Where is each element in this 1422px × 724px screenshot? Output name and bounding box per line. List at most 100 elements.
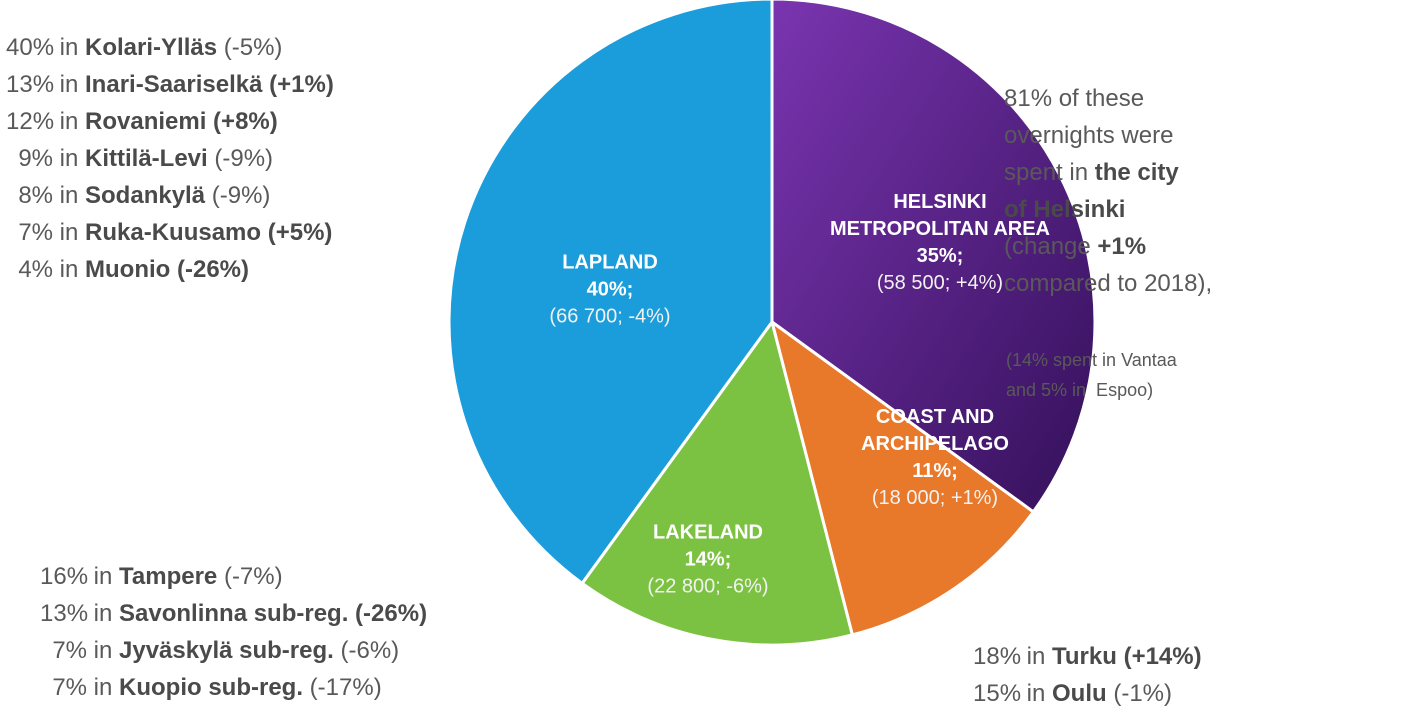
annotation-text: (-7%) bbox=[217, 563, 283, 590]
annotation-text: in bbox=[53, 219, 86, 246]
annotation-text: Sodankylä bbox=[85, 182, 206, 209]
slice-name: COAST AND ARCHIPELAGO bbox=[861, 406, 1009, 455]
annotation-text: in bbox=[53, 182, 86, 209]
annotation-text: Inari-Saariselkä (+1%) bbox=[85, 71, 334, 98]
annotation-text: compared to 2018), bbox=[1004, 270, 1213, 297]
annotation-text: 4% bbox=[18, 256, 53, 283]
annotation-text: Turku (+14%) bbox=[1052, 643, 1202, 670]
slice-name: LAKELAND bbox=[653, 521, 763, 544]
annotation-text: and 5% in Espoo) bbox=[1006, 380, 1154, 400]
annotation-text: 13% bbox=[40, 600, 89, 627]
annotation-text: +1% bbox=[1097, 233, 1147, 260]
annotation: (14% spent in Vantaa and 5% in Espoo) bbox=[1006, 345, 1177, 405]
slice-percent: 14%; bbox=[684, 548, 732, 571]
slice-detail: (58 500; +4%) bbox=[876, 272, 1004, 294]
annotation-text: Ruka-Kuusamo (+5%) bbox=[85, 219, 333, 246]
annotation-line: 4% in Muonio (-26%) bbox=[6, 251, 334, 288]
annotation-text: (-9%) bbox=[207, 145, 274, 172]
slice-label: COAST AND ARCHIPELAGO 11%; (18 000; +1%) bbox=[855, 404, 1015, 512]
annotation-text: in bbox=[1020, 680, 1053, 707]
annotation-text: (-1%) bbox=[1106, 680, 1173, 707]
slice-label: LAPLAND 40%; (66 700; -4%) bbox=[530, 250, 690, 331]
annotation-line: 40% in Kolari-Ylläs (-5%) bbox=[6, 29, 334, 66]
slice-detail: (18 000; +1%) bbox=[871, 487, 999, 509]
annotation-text: in bbox=[53, 108, 86, 135]
slice-label: LAKELAND 14%; (22 800; -6%) bbox=[623, 520, 793, 601]
annotation-line: 8% in Sodankylä (-9%) bbox=[6, 177, 334, 214]
annotation-text: 16% bbox=[40, 563, 89, 590]
annotation-text: in bbox=[87, 563, 120, 590]
annotation-text: (-9%) bbox=[205, 182, 271, 209]
annotation-line: 7% in Kuopio sub-reg. (-17%) bbox=[40, 669, 427, 706]
annotation-text: spent in bbox=[1004, 159, 1095, 186]
annotation-text: (-17%) bbox=[303, 674, 382, 701]
annotation-text: of Helsinki bbox=[1004, 196, 1126, 223]
annotation-text: (-5%) bbox=[217, 34, 283, 61]
annotation-line: and 5% in Espoo) bbox=[1006, 375, 1177, 405]
annotation-text: 9% bbox=[18, 145, 53, 172]
annotation-text: 8% bbox=[18, 182, 53, 209]
annotation-text: in bbox=[87, 674, 120, 701]
annotation-text: Muonio (-26%) bbox=[85, 256, 249, 283]
annotation: 81% of these overnights were spent in the … bbox=[1004, 80, 1212, 302]
slice-percent: 40%; bbox=[586, 278, 634, 301]
pie-slice bbox=[769, 318, 1036, 637]
annotation-line: 15% in Oulu (-1%) bbox=[973, 675, 1202, 712]
annotation-line: 81% of these bbox=[1004, 80, 1212, 117]
annotation-text: Oulu bbox=[1052, 680, 1107, 707]
annotation-line: 12% in Rovaniemi (+8%) bbox=[6, 103, 334, 140]
annotation-text: in bbox=[53, 71, 86, 98]
slice-detail: (66 700; -4%) bbox=[549, 305, 671, 328]
slice-name: HELSINKI METROPOLITAN AREA bbox=[830, 191, 1050, 240]
annotation-text: 40% bbox=[6, 34, 55, 61]
annotation-line: spent in the city bbox=[1004, 154, 1212, 191]
annotation-line: 13% in Savonlinna sub-reg. (-26%) bbox=[40, 595, 427, 632]
slice-detail: (22 800; -6%) bbox=[647, 575, 769, 598]
annotation-text: in bbox=[53, 256, 86, 283]
annotation-line: compared to 2018), bbox=[1004, 265, 1212, 302]
annotation-text: Jyväskylä sub-reg. bbox=[119, 637, 334, 664]
annotation-line: 16% in Tampere (-7%) bbox=[40, 558, 427, 595]
annotation-text: 13% bbox=[6, 71, 55, 98]
pie-slice bbox=[770, 0, 1097, 514]
annotation-text: Kittilä-Levi bbox=[85, 145, 208, 172]
pie-slice bbox=[447, 0, 774, 586]
annotation-line: 13% in Inari-Saariselkä (+1%) bbox=[6, 66, 334, 103]
annotation-text: in bbox=[87, 600, 120, 627]
annotation-text: Savonlinna sub-reg. (-26%) bbox=[119, 600, 428, 627]
annotation: 40% in Kolari-Ylläs (-5%) 13% in Inari-Sa… bbox=[6, 29, 334, 288]
annotation-line: (14% spent in Vantaa bbox=[1006, 345, 1177, 375]
annotation-text: overnights were bbox=[1004, 122, 1174, 149]
annotation-text: 12% bbox=[6, 108, 55, 135]
annotation-line: 7% in Ruka-Kuusamo (+5%) bbox=[6, 214, 334, 251]
slice-percent: 35%; bbox=[916, 245, 964, 267]
annotation-text: 7% bbox=[52, 674, 87, 701]
annotation: 18% in Turku (+14%) 15% in Oulu (-1%) bbox=[973, 638, 1202, 712]
annotation-text: (change bbox=[1004, 233, 1098, 260]
annotation-text: (14% spent in Vantaa bbox=[1006, 350, 1177, 370]
annotation-line: of Helsinki bbox=[1004, 191, 1212, 228]
annotation-line: 18% in Turku (+14%) bbox=[973, 638, 1202, 675]
annotation-text: in bbox=[87, 637, 120, 664]
annotation-text: in bbox=[1020, 643, 1053, 670]
annotation-text: Rovaniemi (+8%) bbox=[85, 108, 278, 135]
slice-label: HELSINKI METROPOLITAN AREA 35%; (58 500; +… bbox=[830, 189, 1050, 297]
annotation-text: the city bbox=[1094, 159, 1179, 186]
annotation: 16% in Tampere (-7%) 13% in Savonlinna su… bbox=[40, 558, 427, 706]
annotation-text: Tampere bbox=[119, 563, 218, 590]
annotation-line: (change +1% bbox=[1004, 228, 1212, 265]
annotation-text: 7% bbox=[52, 637, 87, 664]
slice-percent: 11%; bbox=[912, 460, 958, 482]
annotation-text: Kuopio sub-reg. bbox=[119, 674, 303, 701]
annotation-line: 9% in Kittilä-Levi (-9%) bbox=[6, 140, 334, 177]
annotation-text: 15% bbox=[973, 680, 1022, 707]
annotation-line: 7% in Jyväskylä sub-reg. (-6%) bbox=[40, 632, 427, 669]
annotation-text: in bbox=[53, 34, 86, 61]
annotation-text: 7% bbox=[18, 219, 53, 246]
pie-slice bbox=[580, 318, 855, 647]
annotation-text: 18% bbox=[973, 643, 1022, 670]
slice-name: LAPLAND bbox=[562, 251, 658, 274]
annotation-line: overnights were bbox=[1004, 117, 1212, 154]
